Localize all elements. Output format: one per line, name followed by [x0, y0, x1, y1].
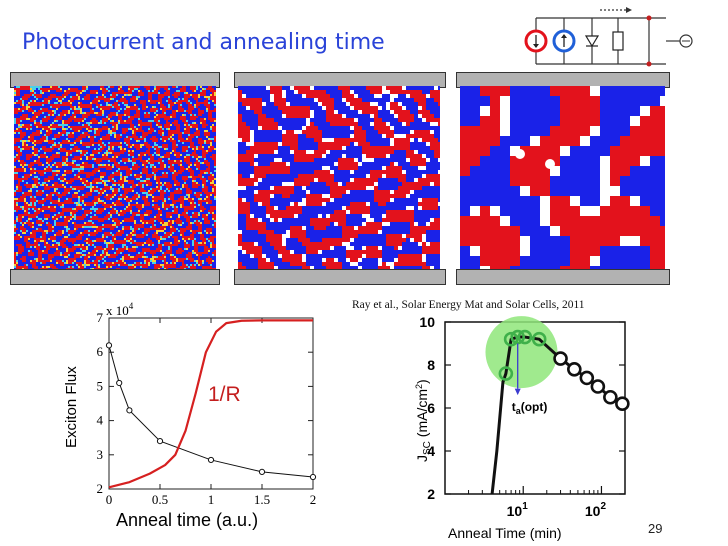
phase-domains: [238, 86, 440, 269]
y-multiplier: x 104: [106, 301, 134, 318]
data-point: [498, 366, 514, 381]
diode-icon: [584, 35, 600, 48]
y-tick-label: 5: [97, 378, 104, 393]
circuit-icon: [524, 7, 693, 67]
data-point: [590, 379, 606, 394]
data-point: [105, 342, 113, 349]
inverse-r-line: [108, 319, 313, 489]
domain-dot: [545, 159, 555, 169]
load-icon: [679, 34, 693, 48]
optimum-annotation: ta(opt): [512, 400, 548, 416]
morphology-panel-medium: [238, 86, 440, 269]
y-tick-label: 10: [419, 314, 435, 330]
x-axis-label: Anneal Time (min): [448, 525, 562, 541]
y-tick-label: 2: [427, 486, 435, 502]
x-tick-label: 2: [310, 492, 317, 507]
x-tick-label: 102: [585, 501, 607, 519]
x-tick-label: 101: [507, 501, 529, 519]
data-point: [517, 329, 533, 345]
data-point: [207, 456, 215, 464]
phase-domains: [460, 86, 665, 269]
morphology-panel-coarse: [460, 86, 665, 269]
electrode-bottom: [456, 269, 670, 285]
y-tick-label: 4: [427, 443, 435, 459]
y-tick-label: 6: [97, 344, 104, 359]
data-point: [258, 468, 266, 475]
arrow-icon: [626, 7, 632, 13]
electrode-bottom: [10, 269, 220, 285]
y-tick-label: 2: [97, 481, 104, 496]
y-axis-label: Exciton Flux: [63, 366, 80, 448]
electrode-bottom: [234, 269, 446, 285]
data-point: [156, 438, 164, 445]
domain-dot: [515, 149, 525, 159]
x-tick-label: 1: [208, 492, 215, 507]
citation: Ray et al., Solar Energy Mat and Solar C…: [352, 299, 585, 311]
data-point: [531, 331, 547, 347]
slide-title: Photocurrent and annealing time: [22, 30, 385, 55]
morphology-panel-fine: [14, 86, 216, 269]
data-point: [567, 361, 582, 377]
data-point: [309, 473, 317, 481]
x-tick-label: 0.5: [152, 492, 168, 507]
phase-domains: [14, 86, 216, 269]
x-tick-label: 1.5: [254, 492, 270, 507]
resistor-icon: [612, 31, 624, 51]
data-point: [510, 329, 526, 345]
current-source-icon: [524, 29, 548, 53]
current-source-icon: [552, 29, 576, 53]
data-point: [116, 379, 123, 387]
y-axis-label: JSC (mA/cm2): [414, 379, 433, 462]
y-tick-label: 4: [97, 413, 104, 428]
y-tick-label: 6: [427, 400, 435, 416]
data-point: [603, 389, 618, 405]
optimum-arrow-icon: [514, 343, 521, 396]
data-point: [503, 331, 519, 347]
exciton-flux-chart: 0 0.5 1 1.5 2 2 3 4 5 6 7 x 104 1/R Anneal time (a…: [63, 301, 317, 530]
y-tick-label: 8: [427, 357, 435, 373]
optimum-highlight: [485, 316, 558, 389]
data-point: [579, 370, 595, 386]
data-point: [553, 351, 568, 366]
y-tick-label: 3: [97, 447, 104, 462]
annotation-1-over-r: 1/R: [208, 383, 241, 406]
page-number: 29: [648, 521, 663, 536]
jsc-chart: 2 4 6 8 10 101 102 ta(opt) Anneal Time (min) J…: [414, 314, 630, 541]
y-tick-label: 7: [97, 310, 104, 325]
data-point: [126, 407, 133, 414]
x-tick-label: 0: [106, 492, 113, 507]
data-point: [615, 396, 630, 411]
x-axis-label: Anneal time (a.u.): [116, 510, 258, 530]
